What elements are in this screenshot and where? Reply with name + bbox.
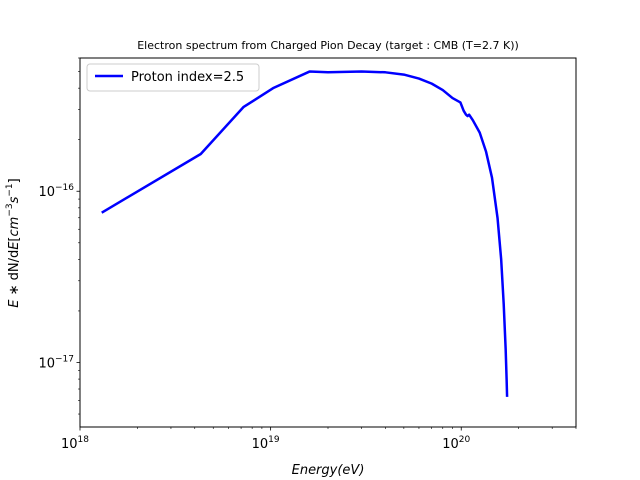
x-axis: 1018 1019 1020 bbox=[61, 427, 577, 452]
svg-text:E ∗ dN/dE[cm−3s−1]: E ∗ dN/dE[cm−3s−1] bbox=[5, 178, 22, 308]
x-axis-label: Energy(eV) bbox=[292, 463, 365, 478]
legend-label-proton-index: Proton index=2.5 bbox=[131, 70, 244, 85]
y-tick-label: 10−16 bbox=[38, 183, 74, 200]
y-axis: 10−17 10−16 bbox=[38, 57, 80, 415]
chart-title: Electron spectrum from Charged Pion Deca… bbox=[137, 39, 519, 52]
plot-frame bbox=[79, 57, 577, 428]
y-tick-label: 10−17 bbox=[38, 354, 74, 371]
x-tick-label: 1018 bbox=[61, 435, 89, 452]
x-tick-label: 1019 bbox=[252, 435, 280, 452]
series-layer bbox=[101, 70, 509, 397]
series-line-0 bbox=[101, 70, 509, 397]
y-axis-label: E ∗ dN/dE[cm−3s−1] bbox=[5, 178, 22, 308]
legend-frame bbox=[86, 63, 260, 92]
plot-area bbox=[79, 57, 577, 428]
x-tick-label: 1020 bbox=[442, 435, 470, 452]
legend: Proton index=2.5 bbox=[86, 63, 260, 92]
